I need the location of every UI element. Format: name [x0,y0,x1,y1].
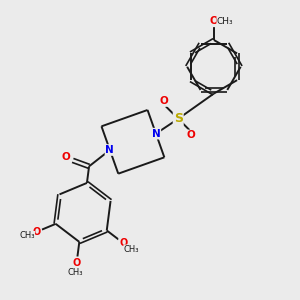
Text: O: O [119,238,128,248]
Text: CH₃: CH₃ [124,245,139,254]
Text: O: O [62,152,70,162]
Text: O: O [73,257,81,268]
Text: CH₃: CH₃ [217,17,233,26]
Text: O: O [209,16,218,26]
Text: S: S [174,112,183,125]
Text: CH₃: CH₃ [68,268,83,277]
Text: CH₃: CH₃ [19,231,34,240]
Text: N: N [106,145,114,155]
Text: O: O [32,227,40,237]
Text: O: O [160,96,169,106]
Text: N: N [152,129,160,139]
Text: O: O [187,130,195,140]
